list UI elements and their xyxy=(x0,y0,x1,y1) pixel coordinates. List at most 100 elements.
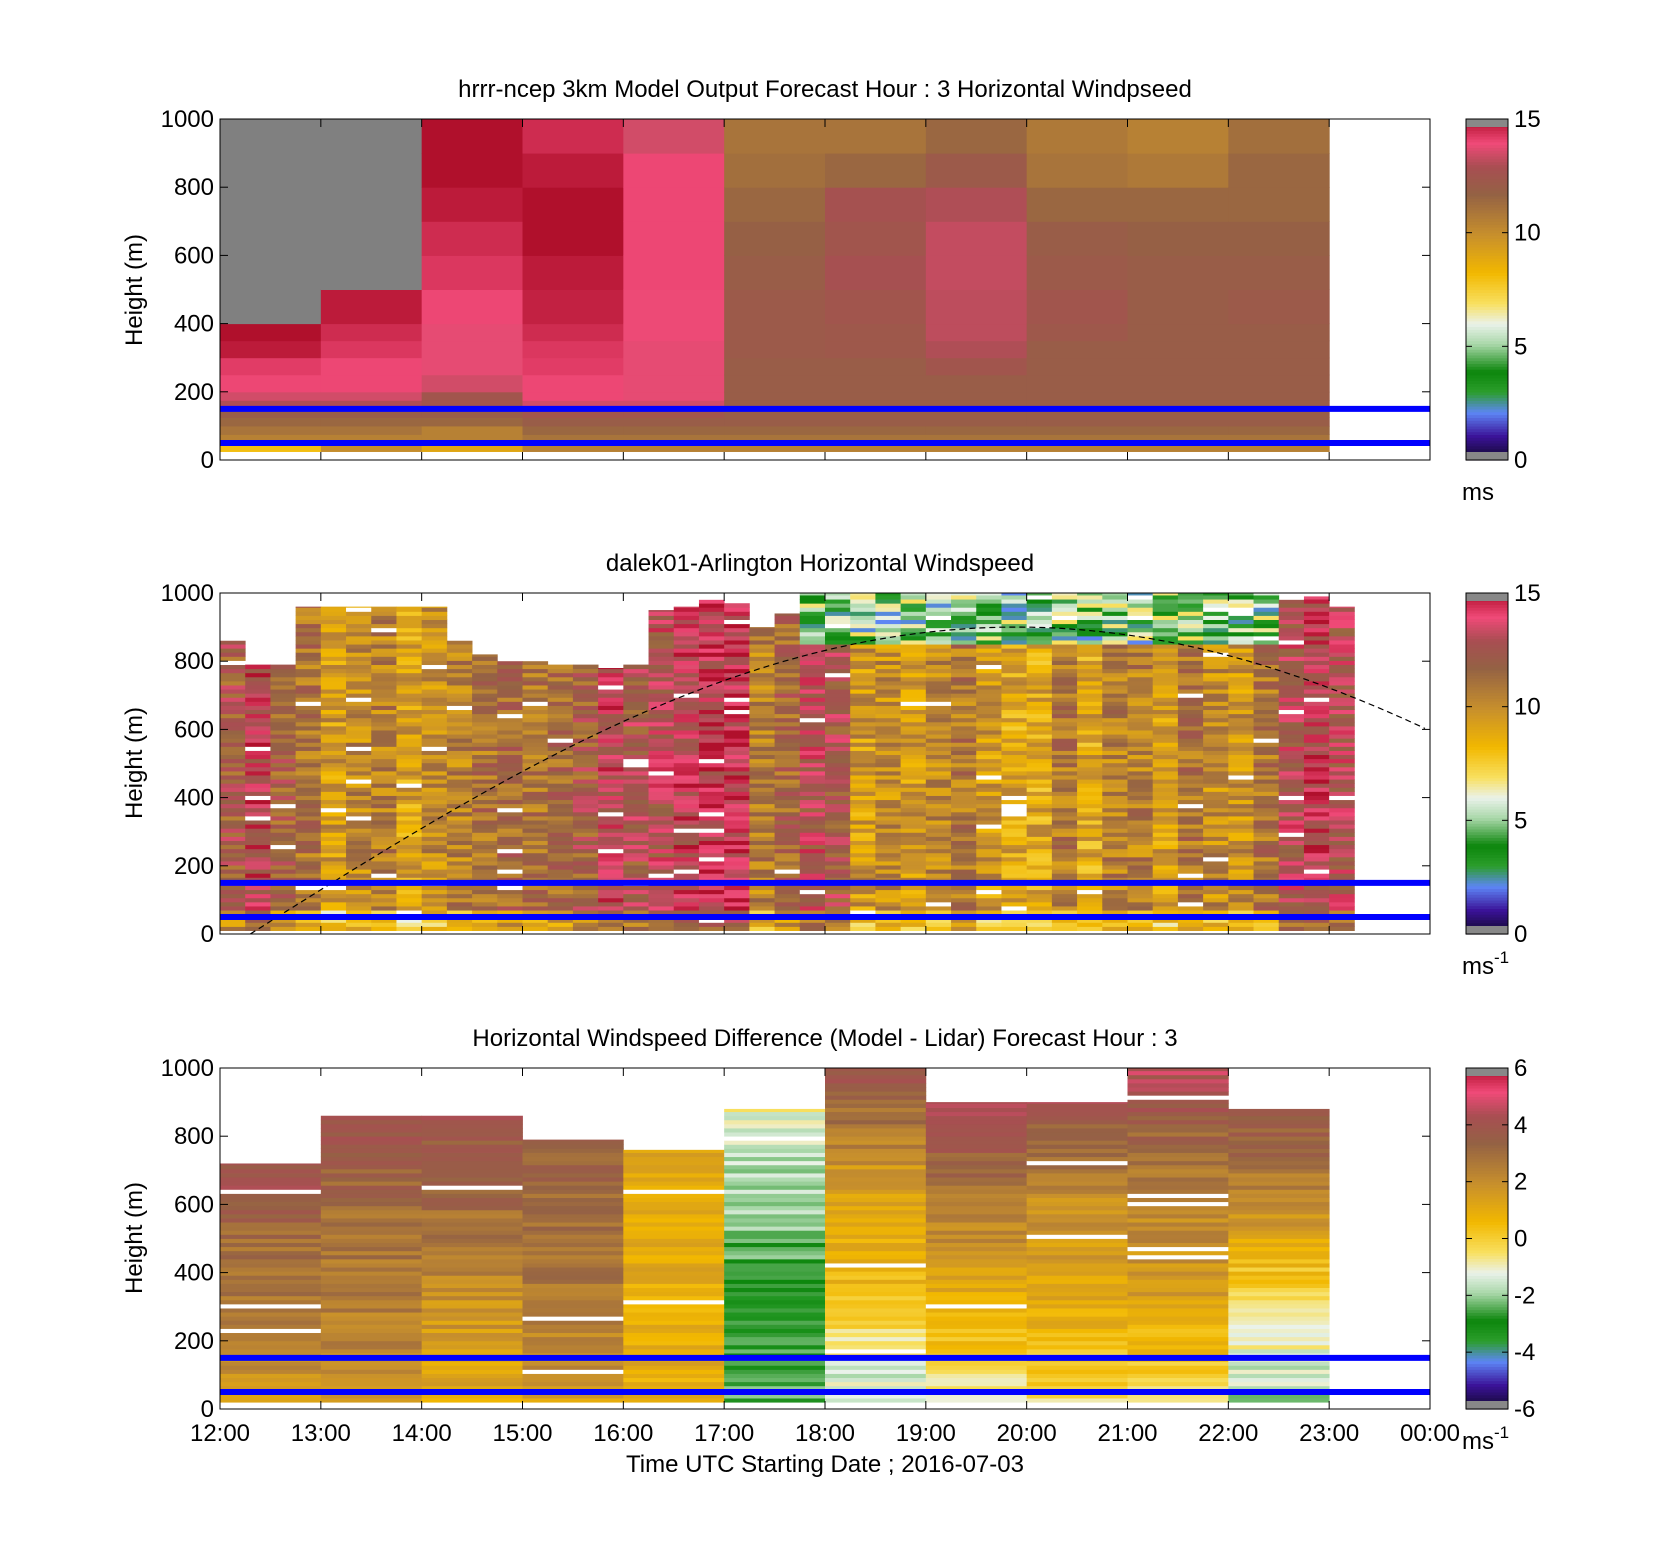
heatmap-cell xyxy=(1001,791,1028,796)
heatmap-cell xyxy=(1127,640,1154,645)
heatmap-cell xyxy=(346,869,372,874)
heatmap-cell xyxy=(1329,893,1355,899)
heatmap-cell xyxy=(421,709,448,715)
heatmap-cell xyxy=(522,1230,624,1235)
heatmap-cell xyxy=(875,709,902,715)
heatmap-cell xyxy=(1001,836,1028,841)
heatmap-cell xyxy=(951,799,977,805)
heatmap-cell xyxy=(774,869,801,874)
heatmap-cell xyxy=(1102,848,1128,854)
heatmap-cell xyxy=(648,689,675,694)
heatmap-cell xyxy=(421,1128,523,1133)
heatmap-cell xyxy=(522,1291,624,1297)
heatmap-cell xyxy=(1026,734,1053,739)
heatmap-cell xyxy=(1001,811,1028,817)
heatmap-cell xyxy=(421,799,448,805)
heatmap-cell xyxy=(976,799,1002,805)
heatmap-cell xyxy=(1228,1385,1330,1391)
colorbar-swatch xyxy=(1466,817,1508,821)
heatmap-cell xyxy=(825,1336,927,1342)
heatmap-cell xyxy=(245,897,271,903)
heatmap-cell xyxy=(371,611,397,616)
y-tick-label: 400 xyxy=(174,785,214,812)
heatmap-cell xyxy=(1228,1279,1330,1284)
heatmap-cell xyxy=(724,701,750,706)
heatmap-cell xyxy=(673,873,700,878)
x-axis-ticks-lidar xyxy=(219,593,1431,934)
heatmap-cell xyxy=(724,607,750,612)
heatmap-cell xyxy=(1228,1226,1330,1231)
heatmap-cell xyxy=(1177,607,1204,612)
heatmap-cell xyxy=(547,897,574,903)
heatmap-cell xyxy=(1228,758,1254,764)
colorbar-swatch xyxy=(1466,1312,1508,1316)
missing-cell xyxy=(220,221,322,256)
heatmap-cell xyxy=(724,1156,826,1162)
heatmap-cell xyxy=(623,771,649,776)
heatmap-cell xyxy=(220,1263,322,1268)
heatmap-cell xyxy=(522,705,549,711)
heatmap-cell xyxy=(875,619,902,625)
heatmap-cell xyxy=(799,709,826,715)
heatmap-cell xyxy=(472,742,498,747)
heatmap-cell xyxy=(1127,1263,1229,1268)
heatmap-cell xyxy=(446,705,473,711)
heatmap-cell xyxy=(1026,705,1053,711)
heatmap-cell xyxy=(1203,873,1229,878)
heatmap-cell xyxy=(1228,734,1254,739)
heatmap-cell xyxy=(421,1398,523,1403)
heatmap-cell xyxy=(572,758,599,764)
heatmap-cell xyxy=(850,836,876,841)
heatmap-cell xyxy=(1303,906,1330,911)
heatmap-cell xyxy=(648,865,675,870)
heatmap-cell xyxy=(1077,599,1103,604)
heatmap-cell xyxy=(1026,926,1053,931)
x-tick-label: 15:00 xyxy=(492,1420,552,1447)
heatmap-cell xyxy=(421,153,523,188)
colorbar-swatch xyxy=(1466,632,1508,637)
heatmap-cell xyxy=(875,660,902,666)
heatmap-cell xyxy=(1127,619,1154,625)
heatmap-cell xyxy=(522,1258,624,1264)
heatmap-cell xyxy=(220,893,246,899)
heatmap-cell xyxy=(1077,619,1103,625)
heatmap-cell xyxy=(421,1308,523,1313)
heatmap-cell xyxy=(396,840,423,846)
heatmap-cell xyxy=(724,623,750,629)
heatmap-cell xyxy=(825,1295,927,1301)
heatmap-cell xyxy=(522,1320,624,1325)
heatmap-cell xyxy=(648,672,675,678)
colorbar-swatch xyxy=(1466,1275,1508,1279)
heatmap-cell xyxy=(522,408,624,418)
heatmap-cell xyxy=(1026,1242,1128,1248)
heatmap-cell xyxy=(774,840,801,846)
heatmap-cell xyxy=(320,1128,423,1133)
heatmap-cell xyxy=(850,611,876,616)
heatmap-cell xyxy=(522,1209,624,1215)
heatmap-cell xyxy=(371,606,397,608)
heatmap-cell xyxy=(1102,680,1128,686)
heatmap-cell xyxy=(623,1271,725,1276)
heatmap-cell xyxy=(1278,766,1305,772)
heatmap-cell xyxy=(1228,1254,1330,1260)
heatmap-cell xyxy=(346,832,372,837)
heatmap-cell xyxy=(825,644,851,649)
heatmap-cell xyxy=(1127,1230,1229,1235)
heatmap-cell xyxy=(270,832,297,837)
heatmap-cell xyxy=(799,680,826,686)
heatmap-cell xyxy=(1177,840,1204,846)
heatmap-cell xyxy=(825,828,851,833)
heatmap-cell xyxy=(371,758,397,764)
y-tick-label: 1000 xyxy=(161,580,214,607)
heatmap-cell xyxy=(1077,844,1103,850)
heatmap-cell xyxy=(951,701,977,706)
heatmap-cell xyxy=(1278,897,1305,903)
missing-cell xyxy=(220,153,322,188)
colorbar-swatch xyxy=(1466,612,1508,617)
heatmap-cell xyxy=(850,685,876,690)
heatmap-cell xyxy=(623,676,649,682)
heatmap-cell xyxy=(1127,1152,1229,1158)
heatmap-cell xyxy=(1127,832,1154,837)
heatmap-cell xyxy=(774,635,801,641)
heatmap-cell xyxy=(825,676,851,682)
